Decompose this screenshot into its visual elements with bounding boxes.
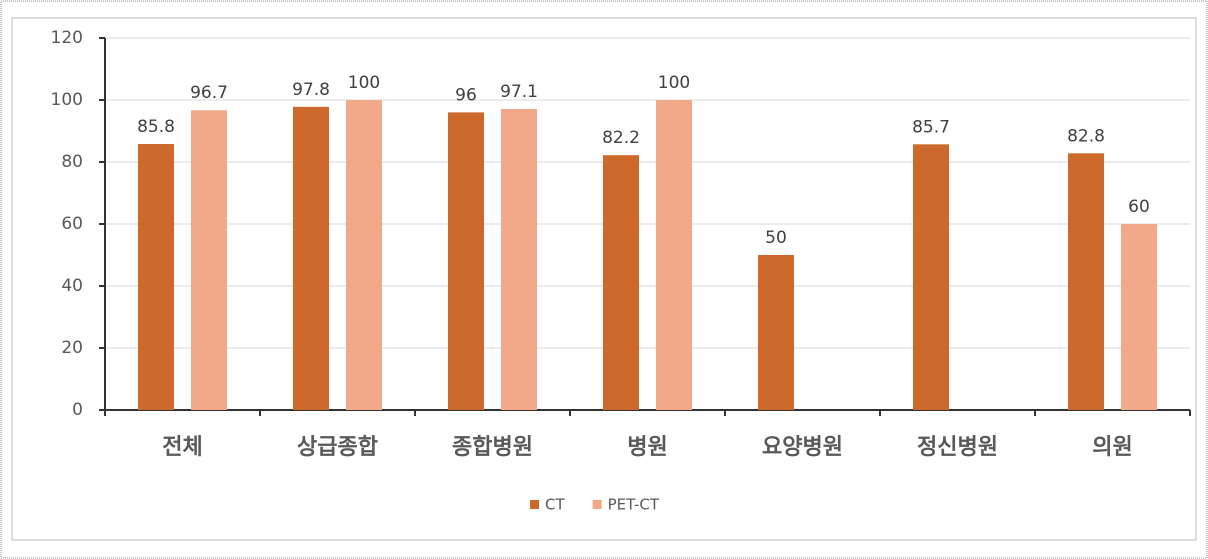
data-label: 60 [1128, 197, 1150, 217]
bar [1068, 153, 1104, 410]
x-tick-label: 정신병원 [917, 435, 998, 460]
chart-border [11, 17, 1197, 541]
data-label: 82.8 [1067, 126, 1105, 146]
bar [501, 108, 537, 411]
legend-label: CT [545, 496, 565, 514]
legend-label: PET-CT [608, 496, 660, 514]
bar [448, 112, 484, 411]
y-tick-label: 40 [61, 276, 83, 296]
data-label: 82.2 [602, 128, 640, 148]
y-tick-label: 120 [51, 28, 83, 48]
x-tick-label: 상급종합 [297, 434, 378, 460]
bar [913, 144, 949, 410]
bar [346, 100, 382, 410]
bar [1121, 224, 1157, 410]
bar [758, 255, 794, 410]
data-label: 96 [455, 85, 477, 105]
data-label: 50 [765, 228, 787, 248]
y-tick-label: 20 [61, 338, 83, 358]
y-tick-label: 100 [51, 90, 83, 110]
x-tick-label: 요양병원 [762, 435, 843, 460]
bar [656, 100, 692, 410]
data-label: 96.7 [190, 83, 228, 103]
bar [138, 144, 174, 410]
x-tick-label: 전체 [162, 435, 202, 460]
data-label: 100 [348, 73, 380, 93]
y-tick-label: 80 [61, 152, 83, 172]
legend-swatch [592, 500, 602, 509]
legend-swatch [530, 500, 539, 509]
x-tick-label: 병원 [627, 435, 667, 460]
x-tick-label: 의원 [1092, 435, 1132, 460]
bar [293, 106, 329, 410]
bar [603, 155, 639, 410]
data-label: 85.7 [912, 117, 950, 137]
data-label: 97.8 [292, 80, 330, 100]
y-tick-label: 60 [61, 214, 83, 234]
x-tick-label: 종합병원 [452, 434, 533, 460]
data-label: 85.8 [137, 117, 175, 137]
data-label: 100 [658, 73, 690, 93]
data-label: 97.1 [500, 82, 538, 102]
y-tick-label: 0 [72, 400, 83, 420]
bar [191, 110, 227, 410]
